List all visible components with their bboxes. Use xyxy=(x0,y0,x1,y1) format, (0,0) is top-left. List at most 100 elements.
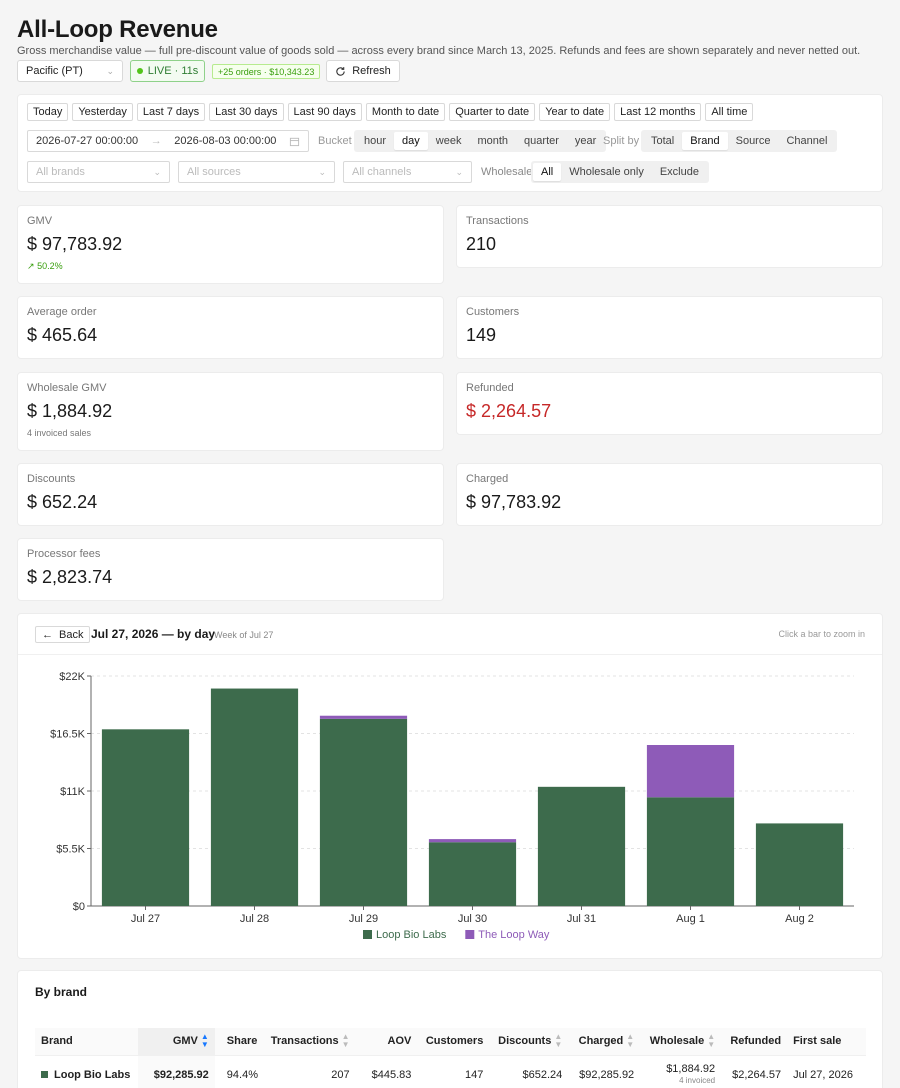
bucket-year-option[interactable]: year xyxy=(574,135,597,147)
col-first-sale: First sale xyxy=(787,1028,866,1056)
metric-value: 210 xyxy=(466,234,497,254)
x-tick-label: Jul 28 xyxy=(240,913,269,925)
wholesale-exclude-option[interactable]: Exclude xyxy=(659,166,699,178)
live-indicator[interactable]: LIVE · 11s xyxy=(130,60,205,82)
metric-card-discounts: Discounts $ 652.24 xyxy=(17,463,444,526)
calendar-icon xyxy=(289,137,300,146)
bar-loop-bio-labs[interactable] xyxy=(537,786,626,906)
bar-the-loop-way[interactable] xyxy=(646,745,735,798)
bucket-month-option[interactable]: month xyxy=(477,135,509,147)
live-dot-icon xyxy=(136,68,143,74)
metric-card-charged: Charged $ 97,783.92 xyxy=(456,463,883,526)
bucket-selector: hour day week month quarter year xyxy=(354,130,607,152)
split-total-option[interactable]: Total xyxy=(651,135,675,147)
col-discounts[interactable]: Discounts ▲ ▼ xyxy=(489,1028,569,1056)
bar-the-loop-way[interactable] xyxy=(428,839,517,843)
range-last-12-months-button[interactable]: Last 12 months xyxy=(614,103,702,121)
metric-label: Charged xyxy=(466,473,509,485)
metric-change: ↗ 50.2% xyxy=(27,261,63,271)
metric-value: $ 465.64 xyxy=(27,325,98,345)
cell-gmv: $92,285.92 xyxy=(137,1055,215,1088)
legend-swatch xyxy=(363,930,372,939)
date-end[interactable]: 2026-08-03 00:00:00 xyxy=(174,135,277,147)
metric-label: Refunded xyxy=(466,382,514,394)
range-all-time-button[interactable]: All time xyxy=(705,103,754,121)
new-orders-badge: +25 orders · $10,343.23 xyxy=(212,64,321,79)
bucket-label: Bucket xyxy=(318,135,352,147)
bar-loop-bio-labs[interactable] xyxy=(755,823,844,906)
col-gmv[interactable]: GMV ▲ ▼ xyxy=(137,1028,215,1056)
date-start[interactable]: 2026-07-27 00:00:00 xyxy=(36,135,139,147)
range-month-to-date-button[interactable]: Month to date xyxy=(365,103,446,121)
metric-value: $ 2,264.57 xyxy=(466,401,552,421)
sources-select[interactable]: All sources ⌄ xyxy=(178,161,335,183)
page-title: All-Loop Revenue xyxy=(17,16,218,43)
col-charged[interactable]: Charged ▲ ▼ xyxy=(568,1028,641,1056)
metric-card-gmv: GMV $ 97,783.92 ↗ 50.2% xyxy=(17,205,444,284)
date-range-picker[interactable]: 2026-07-27 00:00:00 → 2026-08-03 00:00:0… xyxy=(27,130,309,152)
chevron-down-icon: ⌄ xyxy=(106,65,114,76)
x-tick-label: Jul 30 xyxy=(458,913,487,925)
bucket-hour-option[interactable]: hour xyxy=(364,135,387,147)
brand-table-title: By brand xyxy=(35,985,88,999)
back-label: Back xyxy=(59,628,84,641)
col-wholesale[interactable]: Wholesale ▲ ▼ xyxy=(640,1028,722,1056)
range-last-90-days-button[interactable]: Last 90 days xyxy=(287,103,362,121)
range-last-30-days-button[interactable]: Last 30 days xyxy=(209,103,284,121)
refresh-icon xyxy=(336,66,345,76)
refresh-button[interactable]: Refresh xyxy=(326,60,400,82)
range-quarter-to-date-button[interactable]: Quarter to date xyxy=(449,103,536,121)
gmv-bar-chart: $0 $5.5K $11K $16.5K $22K Jul 27 Jul 28 Jul 29 J… xyxy=(50,671,854,941)
cell-brand: Loop Bio Labs xyxy=(35,1055,138,1088)
bar-loop-bio-labs[interactable] xyxy=(428,842,517,906)
table-row[interactable]: Loop Bio Labs $92,285.92 94.4% 207 $445.… xyxy=(35,1055,866,1088)
channels-select[interactable]: All channels ⌄ xyxy=(343,161,472,183)
page-subtitle: Gross merchandise value — full pre-disco… xyxy=(17,45,861,57)
wholesale-wholesale-only-option[interactable]: Wholesale only xyxy=(569,166,644,178)
x-tick-label: Jul 29 xyxy=(349,913,378,925)
timezone-select[interactable]: Pacific (PT) ⌄ xyxy=(17,60,123,82)
sort-icon: ▲ ▼ xyxy=(554,1032,563,1050)
x-tick-label: Aug 2 xyxy=(785,913,814,925)
bar-the-loop-way[interactable] xyxy=(319,715,408,719)
metric-value: $ 652.24 xyxy=(27,492,98,512)
cell-charged: $92,285.92 xyxy=(579,1068,635,1081)
metric-card-refunded: Refunded $ 2,264.57 xyxy=(456,372,883,435)
bucket-quarter-option[interactable]: quarter xyxy=(524,135,559,147)
y-tick-label: $11K xyxy=(60,786,86,798)
wholesale-all-option[interactable]: All xyxy=(533,163,562,181)
bucket-week-option[interactable]: week xyxy=(435,135,462,147)
bar-loop-bio-labs[interactable] xyxy=(646,797,735,906)
arrow-right-icon: → xyxy=(150,135,162,147)
sort-icon: ▲ ▼ xyxy=(626,1032,635,1050)
legend-label: Loop Bio Labs xyxy=(376,929,447,941)
x-tick-label: Aug 1 xyxy=(676,913,705,925)
trend-up-icon: ↗ xyxy=(27,261,35,271)
chevron-down-icon: ⌄ xyxy=(318,166,326,177)
split-by-label: Split by xyxy=(603,135,640,147)
split-channel-option[interactable]: Channel xyxy=(786,135,828,147)
bar-loop-bio-labs[interactable] xyxy=(319,718,408,906)
metric-value: 149 xyxy=(466,325,497,345)
bar-loop-bio-labs[interactable] xyxy=(101,729,190,906)
split-source-option[interactable]: Source xyxy=(735,135,771,147)
col-transactions[interactable]: Transactions ▲ ▼ xyxy=(264,1028,356,1056)
range-today-button[interactable]: Today xyxy=(27,103,69,121)
back-button[interactable]: ← Back xyxy=(35,626,91,643)
bucket-day-option[interactable]: day xyxy=(394,132,428,150)
bar-loop-bio-labs[interactable] xyxy=(210,688,299,906)
split-brand-option[interactable]: Brand xyxy=(682,132,728,150)
metric-value: $ 2,823.74 xyxy=(27,567,113,587)
channels-placeholder: All channels xyxy=(352,166,412,178)
range-yesterday-button[interactable]: Yesterday xyxy=(72,103,133,121)
range-last-7-days-button[interactable]: Last 7 days xyxy=(136,103,206,121)
cell-aov: $445.83 xyxy=(371,1068,412,1081)
chart-divider xyxy=(18,654,882,655)
cell-share: 94.4% xyxy=(226,1068,258,1081)
col-refunded: Refunded xyxy=(721,1028,788,1056)
brands-select[interactable]: All brands ⌄ xyxy=(27,161,170,183)
metric-label: Customers xyxy=(466,306,520,318)
chart-title: Jul 27, 2026 — by day xyxy=(91,627,216,641)
range-year-to-date-button[interactable]: Year to date xyxy=(539,103,611,121)
y-tick-label: $22K xyxy=(59,671,85,683)
